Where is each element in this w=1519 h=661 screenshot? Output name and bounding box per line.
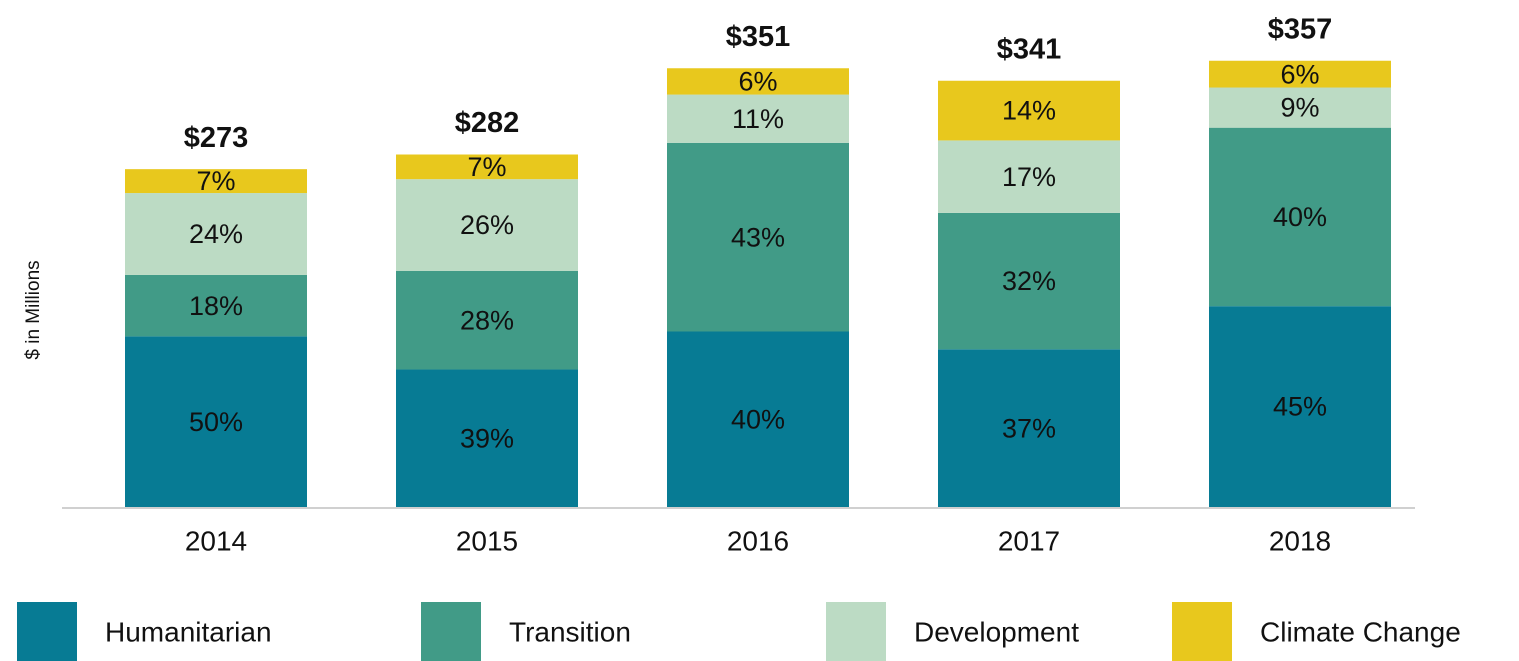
segment-label: 26% [460,210,514,240]
total-label: $341 [997,33,1062,65]
total-label: $351 [726,21,791,53]
x-tick-label: 2015 [456,525,518,556]
bar-segment [125,169,307,194]
segment-label: 6% [1280,59,1319,89]
bar-segment [396,179,578,271]
total-label: $357 [1268,13,1333,45]
segment-label: 45% [1273,392,1327,422]
segment-label: 40% [731,404,785,434]
x-tick-label: 2014 [185,525,247,556]
segment-label: 43% [731,222,785,252]
segment-label: 28% [460,305,514,335]
segment-label: 39% [460,423,514,453]
segment-label: 11% [732,104,784,134]
segment-label: 7% [467,152,506,182]
bar-segment [667,142,849,332]
legend-swatch [17,602,77,661]
bar-segment [125,274,307,337]
segment-label: 37% [1002,413,1056,443]
bar-segment [938,349,1120,507]
x-tick-label: 2017 [998,525,1060,556]
segment-label: 32% [1002,266,1056,296]
segment-label: 18% [189,291,243,321]
bar-segment [667,68,849,95]
segment-label: 7% [196,166,235,196]
bar-segment [1209,87,1391,128]
legend-label: Transition [509,616,631,647]
bar-segment [125,193,307,275]
legend-swatch [421,602,481,661]
segment-label: 24% [189,219,243,249]
bar-segment [938,212,1120,350]
bar-segment [1209,60,1391,88]
bar-segment [667,331,849,507]
y-axis-label: $ in Millions [23,260,44,359]
total-label: $282 [455,107,520,139]
segment-label: 14% [1002,96,1056,126]
bar-segment [1209,127,1391,307]
segment-label: 40% [1273,202,1327,232]
legend-swatch [826,602,886,661]
segment-label: 17% [1002,162,1056,192]
segment-label: 9% [1280,93,1319,123]
bar-segment [938,80,1120,141]
legend-label: Climate Change [1260,616,1461,647]
bar-segment [125,336,307,507]
bar-segment [396,270,578,370]
bar-segment [667,94,849,143]
legend-swatch [1172,602,1232,661]
bar-segment [396,154,578,180]
total-label: $273 [184,122,249,154]
x-tick-label: 2018 [1269,525,1331,556]
bar-segment [396,369,578,507]
bar-segment [938,140,1120,213]
segment-label: 50% [189,407,243,437]
x-tick-label: 2016 [727,525,789,556]
bar-segment [1209,306,1391,507]
legend-label: Development [914,616,1079,647]
legend-label: Humanitarian [105,616,272,647]
segment-label: 6% [738,67,777,97]
